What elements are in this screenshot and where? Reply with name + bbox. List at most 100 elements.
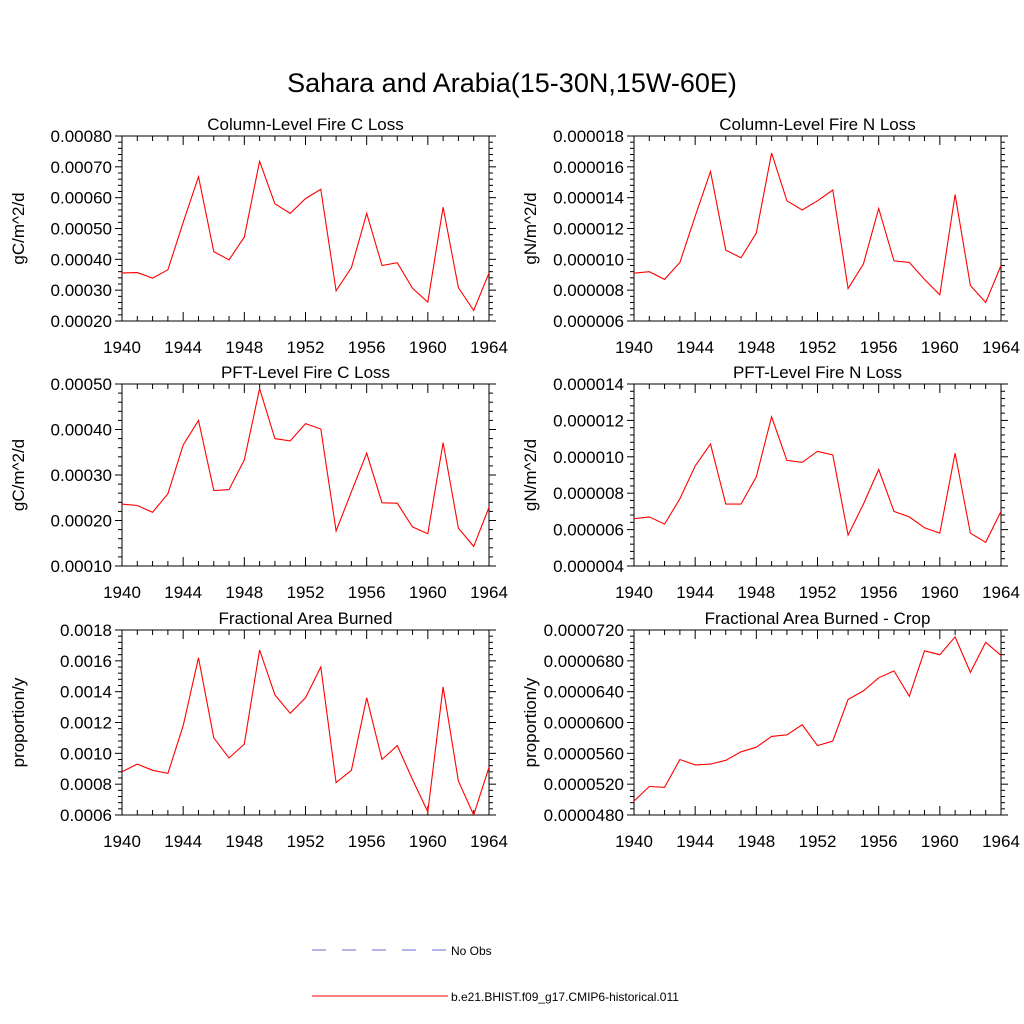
x-tick-label: 1940 [615,583,653,602]
y-tick-label: 0.000010 [553,250,624,269]
legend-label: No Obs [451,944,492,958]
x-tick-label: 1948 [225,338,263,357]
chart-panel: PFT-Level Fire N Loss gN/m^2/d 1940 1944 194… [521,363,1020,602]
y-tick-label: 0.0000640 [544,683,624,702]
chart-panel: Fractional Area Burned proportion/y 1940 19… [9,609,508,851]
y-tick-label: 0.00080 [51,127,112,146]
chart-title: Column-Level Fire N Loss [719,115,916,134]
x-tick-label: 1952 [287,832,325,851]
x-tick-label: 1940 [103,832,141,851]
plot-frame [633,629,1002,816]
y-tick-label: 0.000006 [553,521,624,540]
y-tick-label: 0.00020 [51,512,112,531]
chart-title: PFT-Level Fire N Loss [733,363,902,382]
series-line [633,414,1002,544]
x-tick-label: 1964 [470,583,508,602]
x-tick-label: 1964 [470,832,508,851]
y-tick-label: 0.0000560 [544,744,624,763]
plot-frame [121,135,490,322]
y-tick-label: 0.00040 [51,250,112,269]
y-tick-label: 0.0018 [60,621,112,640]
x-tick-label: 1956 [348,338,386,357]
y-tick-label: 0.0006 [60,806,112,825]
x-tick-label: 1956 [860,832,898,851]
y-axis-label: gC/m^2/d [9,439,28,511]
x-tick-label: 1952 [799,338,837,357]
x-tick-label: 1948 [225,583,263,602]
y-tick-label: 0.0000520 [544,775,624,794]
x-tick-label: 1960 [409,583,447,602]
x-tick-label: 1948 [225,832,263,851]
legend-label: b.e21.BHIST.f09_g17.CMIP6-historical.011 [451,990,679,1004]
y-tick-label: 0.00040 [51,421,112,440]
x-tick-label: 1940 [615,832,653,851]
y-tick-label: 0.00010 [51,557,112,576]
series-line [633,635,1002,802]
x-tick-label: 1952 [287,583,325,602]
chart-title: Fractional Area Burned - Crop [705,609,931,628]
x-tick-label: 1960 [409,338,447,357]
series-line [121,649,490,817]
chart-panel: Column-Level Fire N Loss gN/m^2/d 1940 1944… [521,115,1020,357]
x-tick-label: 1948 [737,832,775,851]
plot-frame [121,629,490,816]
x-tick-label: 1944 [676,832,714,851]
x-tick-label: 1964 [982,832,1020,851]
y-tick-label: 0.000016 [553,158,624,177]
x-tick-label: 1964 [982,583,1020,602]
chart-title: Column-Level Fire C Loss [207,115,404,134]
x-tick-label: 1944 [164,832,202,851]
y-axis-label: gN/m^2/d [521,439,540,511]
y-axis-label: gN/m^2/d [521,192,540,264]
y-tick-label: 0.000006 [553,312,624,331]
y-tick-label: 0.00030 [51,466,112,485]
series-line [633,152,1002,304]
x-tick-label: 1964 [470,338,508,357]
x-tick-label: 1956 [860,338,898,357]
y-tick-label: 0.000008 [553,484,624,503]
y-tick-label: 0.0014 [60,683,112,702]
y-tick-label: 0.000012 [553,220,624,239]
page-title: Sahara and Arabia(15-30N,15W-60E) [287,68,737,98]
y-tick-label: 0.000018 [553,127,624,146]
y-tick-label: 0.000008 [553,281,624,300]
plot-frame [633,383,1002,567]
y-axis-label: gC/m^2/d [9,192,28,264]
panels-group: Column-Level Fire C Loss gC/m^2/d 1940 1944… [9,115,1020,851]
x-tick-label: 1960 [409,832,447,851]
y-tick-label: 0.0000600 [544,714,624,733]
x-tick-label: 1956 [348,832,386,851]
y-tick-label: 0.000012 [553,411,624,430]
y-tick-label: 0.0010 [60,744,112,763]
x-tick-label: 1944 [676,583,714,602]
x-tick-label: 1952 [287,338,325,357]
chart-title: PFT-Level Fire C Loss [221,363,390,382]
x-tick-label: 1944 [164,338,202,357]
x-tick-label: 1952 [799,583,837,602]
y-tick-label: 0.00070 [51,158,112,177]
y-axis-label: proportion/y [521,677,540,767]
plot-frame [121,383,490,567]
x-tick-label: 1940 [103,338,141,357]
x-tick-label: 1952 [799,832,837,851]
x-tick-label: 1960 [921,338,959,357]
y-tick-label: 0.0008 [60,775,112,794]
y-tick-label: 0.0000480 [544,806,624,825]
y-tick-label: 0.00060 [51,189,112,208]
x-tick-label: 1940 [103,583,141,602]
chart-panel: Fractional Area Burned - Crop proportion/… [521,609,1020,851]
chart-title: Fractional Area Burned [219,609,393,628]
x-tick-label: 1948 [737,338,775,357]
x-tick-label: 1956 [860,583,898,602]
y-tick-label: 0.0016 [60,652,112,671]
chart-panel: Column-Level Fire C Loss gC/m^2/d 1940 1944… [9,115,508,357]
y-tick-label: 0.000004 [553,557,624,576]
series-line [121,386,490,548]
y-tick-label: 0.00020 [51,312,112,331]
series-line [121,159,490,312]
y-tick-label: 0.0000680 [544,652,624,671]
x-tick-label: 1960 [921,832,959,851]
x-tick-label: 1940 [615,338,653,357]
x-tick-label: 1944 [164,583,202,602]
